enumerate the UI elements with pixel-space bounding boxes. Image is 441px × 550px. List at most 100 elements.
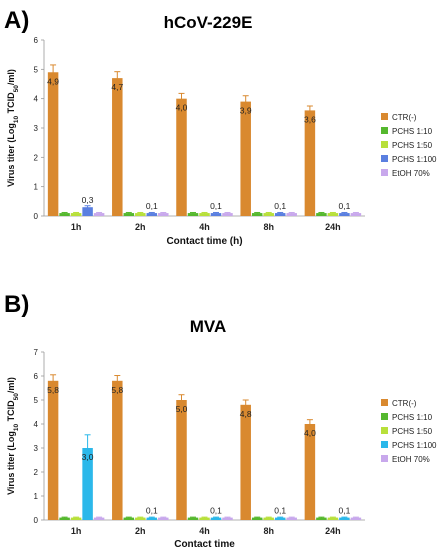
x-tick-label: 2h	[135, 222, 146, 232]
bar-ctr--8h	[240, 101, 251, 216]
y-tick-label: 1	[34, 492, 39, 501]
bar-pchs-1-50-2h	[135, 213, 146, 216]
legend-entry: CTR(-)	[392, 113, 417, 122]
bar-pchs-1-50-1h	[70, 213, 82, 216]
legend-entry: PCHS 1:100	[392, 441, 437, 450]
data-label: 0,1	[338, 201, 350, 211]
y-tick-label: 6	[34, 36, 39, 45]
data-label: 0,1	[338, 506, 350, 516]
panel-letter: A)	[4, 7, 29, 34]
legend-entry: PCHS 1:100	[392, 155, 437, 164]
data-label: 0,1	[210, 201, 222, 211]
data-label: 0,1	[274, 201, 286, 211]
x-tick-label: 1h	[71, 526, 82, 536]
data-label: 3,0	[82, 452, 94, 462]
bar-etoh-70--4h	[222, 213, 233, 216]
bar-pchs-1-10-24h	[316, 213, 327, 216]
chart-panel-b: B) MVA 0 1 2 3 4 5 6 7 1h 2h 4h 8h 24h 5,8 5,8 5,0 4,8 4,0 3…	[4, 291, 437, 550]
bar-pchs-1-50-2h	[135, 517, 146, 520]
bar-pchs-1-10-2h	[123, 517, 135, 520]
bar-ctr--8h	[240, 404, 251, 520]
x-tick-label: 24h	[325, 222, 341, 232]
legend-swatch	[381, 441, 388, 448]
y-tick-label: 7	[34, 348, 39, 357]
bar-pchs-1-10-8h	[251, 213, 263, 216]
y-tick-label: 0	[34, 516, 39, 525]
bar-ctr--2h	[112, 78, 123, 216]
data-label: 5,8	[111, 385, 123, 395]
bar-etoh-70--24h	[350, 213, 362, 216]
y-tick-label: 5	[34, 396, 39, 405]
y-tick-label: 2	[34, 153, 39, 162]
bar-etoh-70--8h	[286, 213, 297, 216]
bar-pchs-1-50-4h	[199, 517, 210, 520]
legend-swatch	[381, 455, 388, 462]
bar-etoh-70--2h	[158, 517, 169, 520]
legend-entry: PCHS 1:10	[392, 413, 433, 422]
legend-swatch	[381, 413, 388, 420]
data-label: 0,3	[82, 195, 94, 205]
legend-swatch	[381, 141, 388, 148]
bar-etoh-70--2h	[158, 213, 169, 216]
legend: CTR(-) PCHS 1:10 PCHS 1:50 PCHS 1:100 EtOH 7…	[381, 399, 437, 464]
legend-swatch	[381, 169, 388, 176]
bar-ctr--24h	[304, 110, 316, 216]
y-axis-title: Virus titer (Log10 TCID50/ml)	[6, 69, 20, 187]
data-label: 4,0	[176, 103, 188, 113]
y-tick-label: 1	[34, 183, 39, 192]
bar-pchs-1-100-2h	[146, 213, 158, 216]
legend-entry: PCHS 1:50	[392, 427, 433, 436]
bar-ctr--4h	[176, 98, 187, 216]
y-tick-label: 3	[34, 124, 39, 133]
bar-etoh-70--24h	[350, 517, 362, 520]
chart-title: hCoV-229E	[164, 13, 253, 32]
bar-pchs-1-100-4h	[210, 517, 222, 520]
y-tick-label: 0	[34, 212, 39, 221]
bar-ctr--24h	[304, 424, 316, 520]
bar-pchs-1-10-4h	[187, 517, 199, 520]
chart-title: MVA	[190, 317, 227, 336]
bar-etoh-70--1h	[93, 517, 105, 520]
bar-pchs-1-50-24h	[327, 213, 339, 216]
data-label: 4,9	[47, 76, 59, 86]
y-tick-label: 5	[34, 65, 39, 74]
bar-pchs-1-50-4h	[199, 213, 210, 216]
legend-entry: EtOH 70%	[392, 455, 430, 464]
x-axis-title: Contact time (h)	[166, 236, 242, 247]
legend-swatch	[381, 127, 388, 134]
legend: CTR(-) PCHS 1:10 PCHS 1:50 PCHS 1:100 EtOH 7…	[381, 113, 437, 178]
bar-pchs-1-100-8h	[274, 213, 286, 216]
x-tick-label: 1h	[71, 222, 82, 232]
data-label: 0,1	[210, 506, 222, 516]
legend-entry: EtOH 70%	[392, 169, 430, 178]
data-label: 5,0	[176, 404, 188, 414]
bar-ctr--2h	[112, 380, 123, 520]
bar-pchs-1-10-2h	[123, 213, 135, 216]
data-label: 3,9	[240, 106, 252, 116]
bar-pchs-1-100-1h	[82, 448, 93, 520]
x-tick-label: 24h	[325, 526, 341, 536]
data-label: 0,1	[274, 506, 286, 516]
bar-etoh-70--1h	[93, 213, 105, 216]
legend-swatch	[381, 113, 388, 120]
bar-pchs-1-50-8h	[263, 213, 274, 216]
legend-entry: PCHS 1:50	[392, 141, 433, 150]
bar-pchs-1-100-24h	[339, 213, 350, 216]
x-tick-label: 4h	[199, 222, 210, 232]
data-label: 3,6	[304, 114, 316, 124]
chart-panel-a: A) hCoV-229E 0 1 2 3 4 5 6 1h 2h 4h 8h 24h 4,9 4,7 4,0 3,…	[4, 7, 437, 247]
y-tick-label: 2	[34, 468, 39, 477]
legend-swatch	[381, 427, 388, 434]
y-tick-label: 4	[34, 95, 39, 104]
data-label: 0,1	[146, 201, 158, 211]
bar-pchs-1-10-1h	[59, 517, 70, 520]
bar-pchs-1-10-24h	[316, 517, 327, 520]
bar-pchs-1-100-24h	[339, 517, 350, 520]
data-label: 0,1	[146, 506, 158, 516]
y-tick-label: 4	[34, 420, 39, 429]
data-label: 4,0	[304, 428, 316, 438]
bar-ctr--4h	[176, 400, 187, 520]
y-axis-title: Virus titer (Log10 TCID50/ml)	[6, 377, 20, 495]
data-label: 4,7	[111, 82, 123, 92]
